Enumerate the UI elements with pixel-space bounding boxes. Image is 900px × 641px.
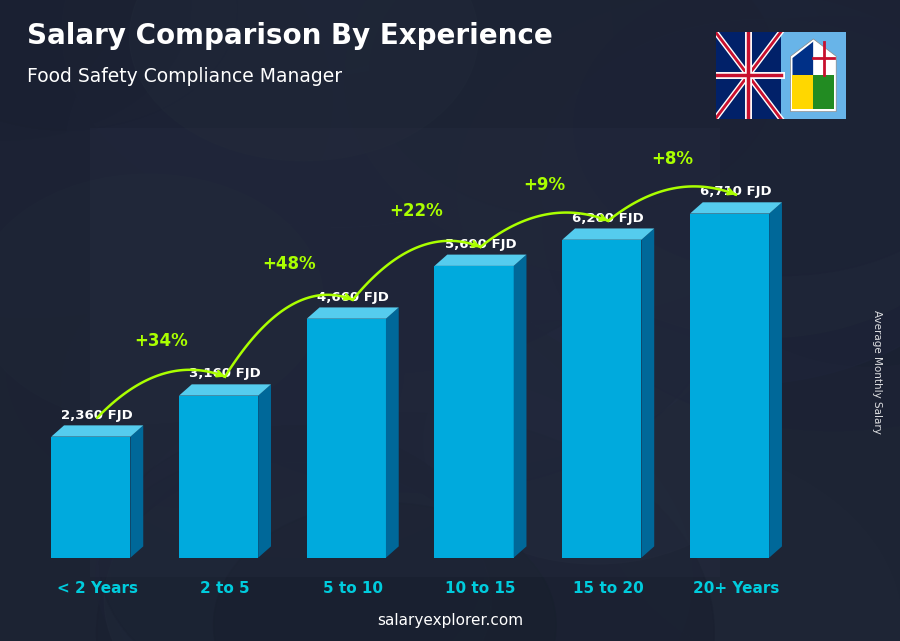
Text: 20+ Years: 20+ Years — [693, 581, 779, 595]
Polygon shape — [179, 395, 258, 558]
Text: 6,200 FJD: 6,200 FJD — [572, 212, 644, 224]
Circle shape — [0, 0, 191, 140]
Polygon shape — [307, 308, 399, 319]
Circle shape — [345, 0, 900, 276]
Circle shape — [60, 226, 525, 557]
Circle shape — [456, 0, 900, 385]
Text: 5 to 10: 5 to 10 — [323, 581, 382, 595]
Text: +48%: +48% — [262, 255, 316, 273]
Polygon shape — [514, 254, 526, 558]
Bar — [716, 32, 781, 119]
Circle shape — [370, 0, 778, 217]
Polygon shape — [179, 385, 271, 395]
Circle shape — [96, 413, 715, 641]
Text: Salary Comparison By Experience: Salary Comparison By Experience — [27, 22, 553, 51]
Polygon shape — [642, 228, 654, 558]
Polygon shape — [790, 39, 836, 112]
Polygon shape — [307, 319, 386, 558]
Circle shape — [544, 17, 900, 431]
Circle shape — [173, 55, 752, 468]
Polygon shape — [562, 228, 654, 240]
Polygon shape — [435, 266, 514, 558]
Circle shape — [708, 138, 900, 366]
Circle shape — [130, 67, 726, 492]
Circle shape — [213, 503, 556, 641]
Polygon shape — [258, 385, 271, 558]
Circle shape — [368, 0, 708, 171]
Circle shape — [100, 426, 484, 641]
Text: 15 to 20: 15 to 20 — [573, 581, 643, 595]
Polygon shape — [562, 240, 642, 558]
Polygon shape — [435, 254, 526, 266]
Text: 6,710 FJD: 6,710 FJD — [700, 185, 772, 199]
Text: 2,360 FJD: 2,360 FJD — [61, 408, 133, 422]
Polygon shape — [793, 42, 814, 76]
Circle shape — [62, 0, 612, 228]
Text: 2 to 5: 2 to 5 — [200, 581, 250, 595]
Bar — [781, 32, 846, 119]
Polygon shape — [814, 42, 834, 76]
Circle shape — [0, 0, 238, 130]
Text: 10 to 15: 10 to 15 — [446, 581, 516, 595]
Text: salaryexplorer.com: salaryexplorer.com — [377, 613, 523, 628]
Polygon shape — [690, 203, 782, 213]
Circle shape — [0, 174, 323, 423]
Text: +34%: +34% — [134, 332, 188, 350]
Circle shape — [182, 307, 596, 602]
Polygon shape — [386, 308, 399, 558]
Circle shape — [111, 370, 692, 641]
Circle shape — [574, 0, 900, 276]
Circle shape — [373, 439, 900, 641]
Text: 4,660 FJD: 4,660 FJD — [317, 290, 389, 304]
Text: +22%: +22% — [390, 202, 444, 220]
Polygon shape — [770, 203, 782, 558]
Circle shape — [65, 0, 674, 374]
Circle shape — [600, 295, 900, 641]
Polygon shape — [690, 213, 770, 558]
Polygon shape — [793, 76, 814, 109]
Text: Average Monthly Salary: Average Monthly Salary — [872, 310, 883, 434]
Text: +9%: +9% — [523, 176, 565, 194]
Circle shape — [250, 0, 848, 320]
Circle shape — [95, 451, 453, 641]
Circle shape — [104, 462, 491, 641]
Circle shape — [130, 0, 478, 161]
Circle shape — [424, 319, 769, 564]
Polygon shape — [814, 76, 834, 109]
Circle shape — [6, 226, 403, 508]
Text: < 2 Years: < 2 Years — [57, 581, 138, 595]
Text: Food Safety Compliance Manager: Food Safety Compliance Manager — [27, 67, 342, 87]
Polygon shape — [51, 437, 130, 558]
Text: 3,160 FJD: 3,160 FJD — [189, 367, 261, 381]
Text: 5,690 FJD: 5,690 FJD — [445, 238, 517, 251]
Polygon shape — [130, 426, 143, 558]
Circle shape — [0, 0, 332, 318]
Polygon shape — [51, 426, 143, 437]
Circle shape — [540, 19, 900, 338]
Bar — [90, 128, 720, 577]
Text: +8%: +8% — [651, 150, 693, 168]
